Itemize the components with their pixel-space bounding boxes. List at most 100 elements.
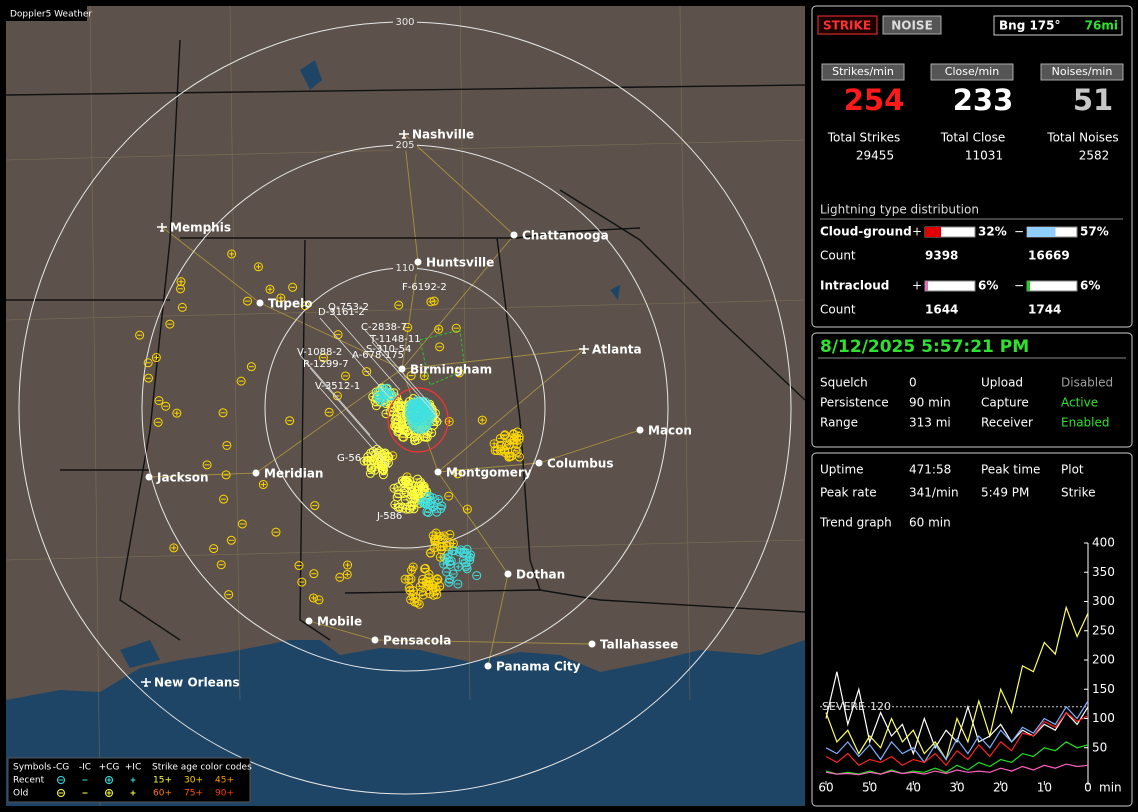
- strike-circle: [435, 342, 445, 352]
- strike-circle: [435, 552, 445, 562]
- status-text: Enabled: [1061, 416, 1110, 430]
- strike-circle: [177, 302, 187, 312]
- strike-circle: [219, 494, 229, 504]
- strike-circle: [453, 469, 463, 479]
- strike-circle: [300, 301, 310, 311]
- strike-symbol: [143, 358, 153, 368]
- storm-track: [329, 309, 401, 391]
- strike-circle: [422, 579, 432, 589]
- storm-label: V-3512-1: [315, 381, 360, 392]
- strike-circle: [444, 491, 454, 501]
- strike-symbol: [502, 440, 512, 450]
- storm-cell: [387, 387, 449, 453]
- strike-circle: [441, 567, 451, 577]
- legend-age: 90+: [215, 789, 234, 799]
- trend-line: [825, 700, 1089, 764]
- noise-button-label[interactable]: NOISE: [891, 19, 933, 33]
- legend-row-label: Recent: [13, 776, 45, 786]
- strike-circle: [400, 495, 410, 505]
- storm-label: V-1088-2: [297, 347, 342, 358]
- city-dot: [414, 258, 422, 266]
- strike-symbol: [492, 446, 502, 456]
- strike-circle: [294, 561, 304, 571]
- strike-button[interactable]: [817, 15, 878, 35]
- city-label: Pensacola: [383, 634, 451, 648]
- trend-label: Trend graph: [819, 516, 892, 530]
- percent-bar: [1027, 281, 1030, 291]
- storm-label: Q-753-2: [328, 302, 369, 313]
- x-tick-label: 20: [993, 781, 1008, 795]
- strike-circle: [398, 425, 408, 435]
- strike-symbol: [343, 560, 353, 570]
- strike-symbol: [408, 591, 418, 601]
- x-axis-label: min: [1099, 781, 1122, 795]
- strike-circle: [454, 368, 464, 378]
- legend-age: 30+: [184, 776, 203, 786]
- strike-circle: [419, 371, 429, 381]
- legend-symbol-name: -CG: [53, 763, 70, 773]
- strike-circle: [391, 419, 401, 429]
- strike-circle: [258, 480, 268, 490]
- strike-symbol: [445, 559, 455, 569]
- state-borders: [6, 39, 805, 641]
- rate-label: Strikes/min: [832, 65, 894, 78]
- status-text: Persistence: [820, 396, 889, 410]
- strike-circle: [429, 543, 439, 553]
- ring-label-bg: [393, 16, 417, 28]
- strike-symbol: [367, 463, 377, 473]
- strike-circle: [398, 503, 408, 513]
- strike-circle: [403, 322, 413, 332]
- noise-button[interactable]: [882, 15, 942, 35]
- strike-circle: [406, 371, 416, 381]
- legend-age: 75+: [184, 789, 203, 799]
- strike-circle: [424, 491, 434, 501]
- strike-circle: [243, 296, 253, 306]
- strike-circle: [505, 451, 515, 461]
- storm-label: D-3161-2: [318, 307, 365, 318]
- strike-symbol: [324, 407, 334, 417]
- strike-symbol: [444, 577, 454, 587]
- city-label: Birmingham: [410, 363, 492, 377]
- y-tick-label: 100: [1092, 711, 1115, 725]
- strike-symbol: [143, 373, 153, 383]
- total-label: Total Close: [940, 131, 1006, 145]
- city-label: Macon: [648, 424, 692, 438]
- city-dot: [636, 426, 644, 434]
- strike-circle: [288, 282, 298, 292]
- strike-circle: [412, 598, 422, 608]
- strike-circle: [253, 262, 263, 272]
- storm-label: C-2838-7: [361, 322, 407, 333]
- city-dot: [145, 473, 153, 481]
- strike-symbol: [226, 535, 236, 545]
- total-label: Total Noises: [1046, 131, 1118, 145]
- rate-label: Noises/min: [1052, 65, 1113, 78]
- strike-circle: [362, 367, 372, 377]
- stat-text: Peak rate: [820, 486, 877, 500]
- count-value: 1744: [1028, 303, 1061, 317]
- strike-symbol: [236, 376, 246, 386]
- x-tick-label: 60: [818, 781, 833, 795]
- ring-label-bg: [393, 262, 417, 274]
- distribution-label: Cloud-ground: [820, 225, 912, 239]
- strike-symbol: [405, 585, 415, 595]
- strike-circle: [431, 528, 441, 538]
- strike-button-label[interactable]: STRIKE: [823, 19, 871, 33]
- stats-panel: [811, 5, 1133, 328]
- strike-symbol: [505, 451, 515, 461]
- strike-circle: [379, 465, 389, 475]
- strike-symbol: [400, 495, 410, 505]
- strike-symbol: [398, 503, 408, 513]
- status-text: 313 mi: [909, 416, 951, 430]
- strike-circle: [410, 488, 420, 498]
- strike-symbol: [310, 501, 320, 511]
- strike-symbol: [221, 470, 231, 480]
- x-tick-label: 50: [862, 781, 877, 795]
- strike-symbol: [209, 544, 219, 554]
- strike-circle: [424, 573, 434, 583]
- percent-bar: [925, 281, 928, 291]
- strike-symbol: [420, 563, 430, 573]
- strike-circle: [340, 371, 350, 381]
- stat-text: 471:58: [909, 463, 951, 477]
- count-label: Count: [820, 249, 856, 263]
